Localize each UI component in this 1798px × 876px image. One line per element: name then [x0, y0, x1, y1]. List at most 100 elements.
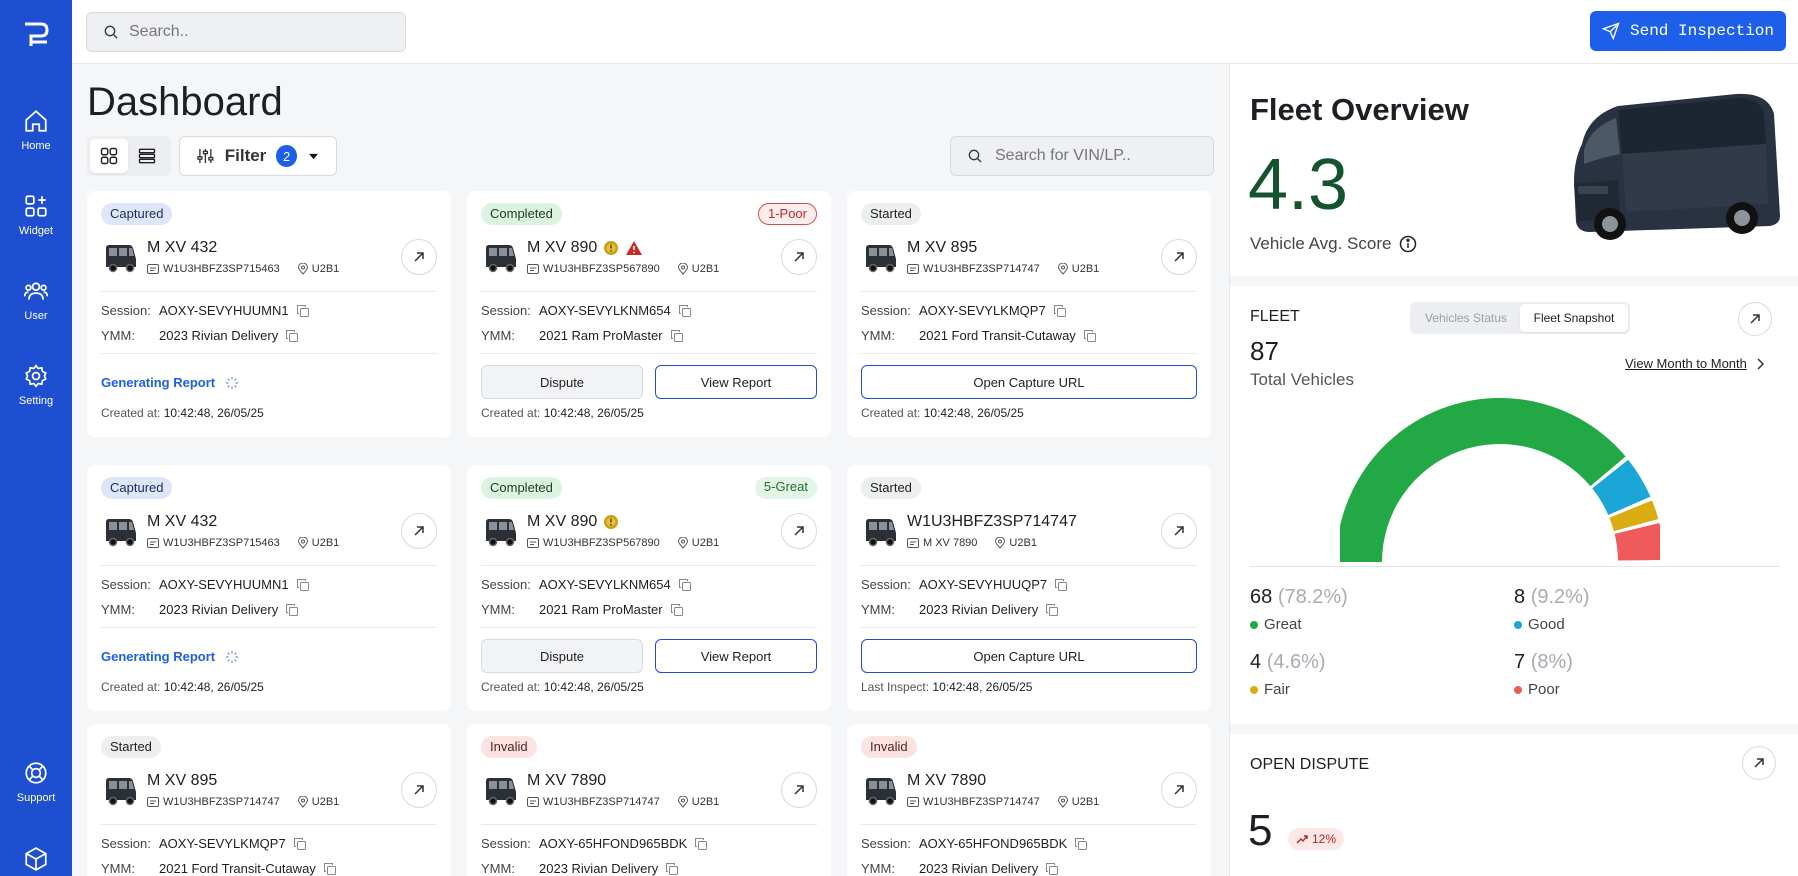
filter-button[interactable]: Filter 2 [179, 136, 337, 176]
stat-label-good: Good [1514, 616, 1565, 633]
vehicle-plate: M XV 895 [147, 772, 218, 789]
generating-report-status: Generating Report [101, 649, 239, 664]
open-card-button[interactable] [781, 239, 817, 275]
tab-vehicles-status[interactable]: Vehicles Status [1424, 311, 1508, 325]
arrow-up-right-icon [794, 252, 804, 262]
created-at-label: Created at: [481, 680, 541, 694]
copy-icon[interactable] [293, 837, 306, 850]
sidebar-item-support[interactable]: Support [0, 760, 72, 804]
send-inspection-button[interactable]: Send Inspection [1590, 11, 1786, 51]
warning-icon [626, 241, 643, 255]
inspection-card: Completed 1-Poor M XV 890 W1U3HBFZ3SP567… [467, 191, 831, 437]
copy-icon[interactable] [670, 329, 683, 342]
sidebar-item-box[interactable] [0, 846, 72, 876]
vehicle-location: U2B1 [691, 263, 720, 275]
copy-icon[interactable] [1046, 603, 1059, 616]
gauge-segment-good [1592, 459, 1651, 515]
open-capture-url-button[interactable]: Open Capture URL [861, 365, 1197, 399]
send-icon [1601, 22, 1620, 40]
copy-icon[interactable] [670, 603, 683, 616]
box-icon [25, 847, 47, 871]
copy-icon[interactable] [286, 329, 299, 342]
session-value: AOXY-SEVYLKMQP7 [159, 836, 286, 851]
status-badge: Started [861, 477, 921, 499]
copy-icon[interactable] [666, 862, 679, 875]
open-card-button[interactable] [1161, 772, 1197, 808]
open-card-button[interactable] [1161, 239, 1197, 275]
ymm-row: YMM: 2021 Ford Transit-Cutaway [861, 328, 1096, 343]
list-view-button[interactable] [128, 139, 166, 173]
vehicle-location: U2B1 [691, 537, 720, 549]
global-search[interactable] [86, 12, 406, 52]
copy-icon[interactable] [296, 304, 309, 317]
sidebar-item-user[interactable]: User [0, 278, 72, 322]
grid-icon [100, 147, 118, 165]
session-label: Session: [861, 577, 911, 592]
fleet-open-button[interactable] [1738, 302, 1772, 336]
stat-count: 7 [1514, 651, 1526, 673]
location-pin-icon [297, 537, 308, 549]
dispute-button[interactable]: Dispute [481, 639, 643, 673]
copy-icon[interactable] [1046, 862, 1059, 875]
copy-icon[interactable] [323, 862, 336, 875]
copy-icon[interactable] [286, 603, 299, 616]
open-card-button[interactable] [401, 513, 437, 549]
created-at-label: Created at: [101, 406, 161, 420]
vehicle-vin: W1U3HBFZ3SP714747 [923, 263, 1040, 275]
search-input[interactable] [129, 23, 389, 41]
trend-value: 12% [1312, 832, 1337, 846]
inspection-card: Captured M XV 432 W1U3HBFZ3SP715463 U2B1… [87, 191, 451, 437]
app-logo[interactable] [21, 20, 51, 50]
vin-search-input[interactable] [995, 147, 1205, 165]
copy-icon[interactable] [678, 304, 691, 317]
view-report-button[interactable]: View Report [655, 365, 817, 399]
copy-icon[interactable] [1083, 329, 1096, 342]
ymm-value: 2021 Ram ProMaster [539, 328, 663, 343]
sidebar-item-setting[interactable]: Setting [0, 363, 72, 407]
sidebar-item-widget[interactable]: Widget [0, 193, 72, 237]
created-at-value: 10:42:48, 26/05/25 [163, 680, 264, 694]
open-card-button[interactable] [401, 239, 437, 275]
copy-icon[interactable] [695, 837, 708, 850]
copy-icon[interactable] [1053, 304, 1066, 317]
card-divider [101, 353, 437, 354]
legend-dot [1250, 685, 1258, 694]
stat-count: 68 [1250, 586, 1273, 608]
created-at: Created at: 10:42:48, 26/05/25 [101, 406, 264, 420]
view-report-button[interactable]: View Report [655, 639, 817, 673]
open-card-button[interactable] [1161, 513, 1197, 549]
location-pin-icon [297, 796, 308, 808]
session-row: Session: AOXY-65HFOND965BDK [481, 836, 708, 851]
open-capture-url-button[interactable]: Open Capture URL [861, 639, 1197, 673]
ymm-label: YMM: [101, 602, 135, 617]
ymm-label: YMM: [101, 861, 135, 876]
sidebar-item-home[interactable]: Home [0, 108, 72, 152]
gauge-segment-poor [1614, 522, 1660, 561]
van-icon [106, 519, 136, 547]
copy-icon[interactable] [678, 578, 691, 591]
open-card-button[interactable] [781, 513, 817, 549]
ymm-value: 2021 Ford Transit-Cutaway [919, 328, 1076, 343]
open-dispute-button[interactable] [1742, 746, 1776, 780]
vehicle-plate: W1U3HBFZ3SP714747 [907, 513, 1077, 530]
copy-icon[interactable] [1055, 578, 1068, 591]
vin-search[interactable] [950, 136, 1214, 176]
open-card-button[interactable] [401, 772, 437, 808]
stat-label-fair: Fair [1250, 681, 1290, 698]
info-icon[interactable] [1399, 235, 1417, 253]
copy-icon[interactable] [296, 578, 309, 591]
tab-fleet-snapshot[interactable]: Fleet Snapshot [1520, 304, 1628, 332]
grid-view-button[interactable] [90, 139, 128, 173]
ymm-row: YMM: 2023 Rivian Delivery [481, 861, 679, 876]
open-card-button[interactable] [781, 772, 817, 808]
vehicle-vin: W1U3HBFZ3SP714747 [923, 796, 1040, 808]
vehicle-location: U2B1 [691, 796, 720, 808]
gear-badge-icon [604, 515, 619, 529]
view-month-to-month-link[interactable]: View Month to Month [1625, 356, 1765, 371]
dispute-button[interactable]: Dispute [481, 365, 643, 399]
total-vehicles-count: 87 [1250, 336, 1279, 366]
vehicle-name: M XV 890 [527, 239, 643, 257]
open-dispute-count: 5 [1248, 806, 1273, 855]
van-icon [866, 245, 896, 273]
copy-icon[interactable] [1075, 837, 1088, 850]
